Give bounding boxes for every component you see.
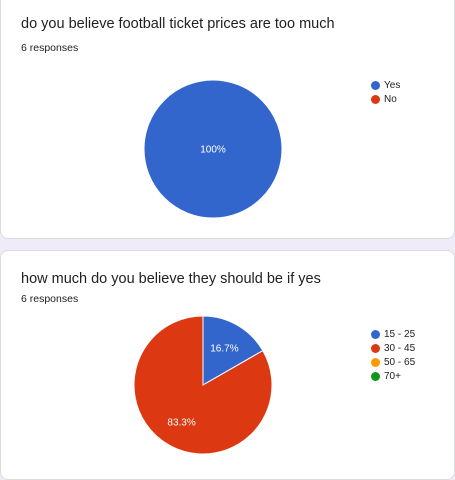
legend-swatch	[371, 80, 380, 90]
legend-label: 70+	[384, 370, 401, 382]
pie-slice-30-45	[133, 315, 273, 455]
legend-label: 30 - 45	[384, 342, 416, 354]
legend-swatch	[371, 94, 380, 104]
legend-label: Yes	[384, 79, 401, 91]
legend-item: 30 - 45	[371, 341, 415, 355]
legend-item: No	[371, 92, 400, 106]
question-title: do you believe football ticket prices ar…	[21, 16, 335, 32]
legend-item: 70+	[371, 369, 415, 383]
legend-swatch	[371, 357, 380, 367]
legend-item: Yes	[371, 78, 400, 92]
chart-legend: Yes No	[371, 78, 400, 106]
legend-item: 15 - 25	[371, 327, 415, 341]
legend-swatch	[371, 329, 380, 339]
pie-slice-15-25	[202, 315, 264, 386]
question-card-1: do you believe football ticket prices ar…	[0, 0, 455, 239]
legend-label: 15 - 25	[384, 328, 416, 340]
slice-label: 16.7%	[210, 343, 238, 354]
response-count: 6 responses	[21, 293, 79, 305]
pie-slice-yes	[143, 79, 283, 219]
slice-label: 83.3%	[167, 418, 195, 429]
pie-chart: 100%	[143, 79, 283, 219]
legend-label: No	[384, 93, 397, 105]
legend-swatch	[371, 371, 380, 381]
response-count: 6 responses	[21, 42, 79, 54]
chart-legend: 15 - 25 30 - 45 50 - 65 70+	[371, 327, 415, 383]
legend-item: 50 - 65	[371, 355, 415, 369]
legend-swatch	[371, 343, 380, 353]
question-card-2: how much do you believe they should be i…	[0, 250, 455, 480]
pie-chart: 16.7% 83.3%	[133, 315, 273, 455]
slice-label: 100%	[200, 145, 226, 156]
question-title: how much do you believe they should be i…	[21, 271, 321, 287]
legend-label: 50 - 65	[384, 356, 416, 368]
